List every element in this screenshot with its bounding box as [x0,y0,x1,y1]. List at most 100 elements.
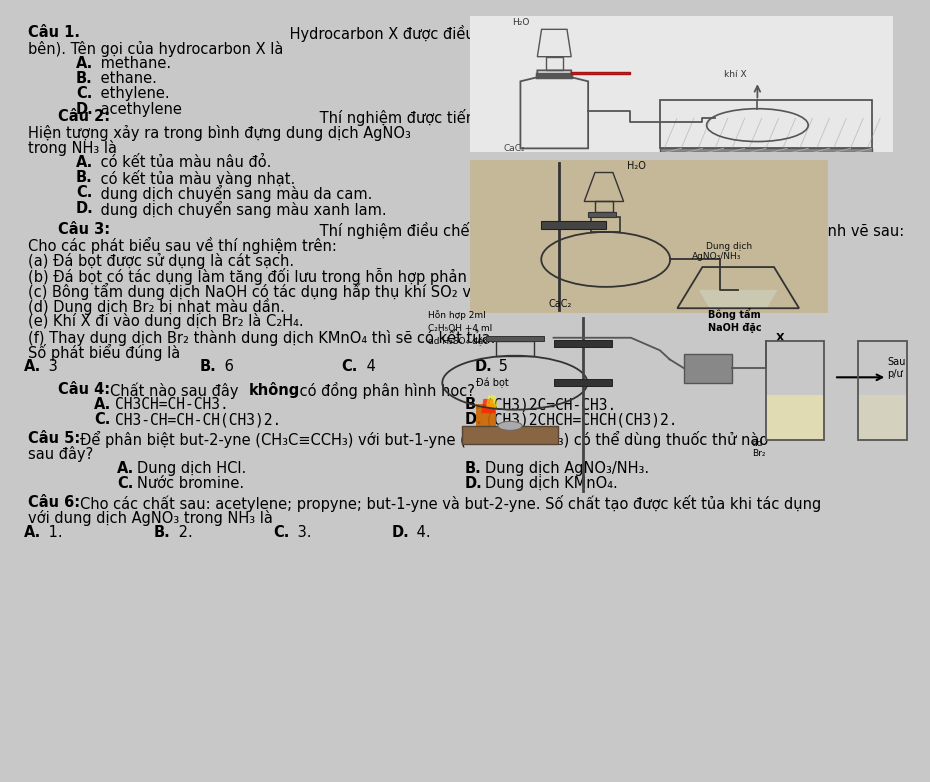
Text: CH3CH=CH-CH3.: CH3CH=CH-CH3. [114,397,228,412]
Text: A.: A. [76,56,93,71]
Text: dd H₂SO₄ đặc: dd H₂SO₄ đặc [428,336,488,345]
Text: D.: D. [465,476,483,491]
Text: B.: B. [200,359,217,374]
Text: có kết tủa màu nâu đỏ.: có kết tủa màu nâu đỏ. [96,155,272,170]
Text: Để phân biệt but-2-yne (CH₃C≡CCH₃) với but-1-yne (CH≡CCH₂CH₃) có thể dùng thuốc : Để phân biệt but-2-yne (CH₃C≡CCH₃) với b… [80,431,768,448]
Text: Hiện tượng xảy ra trong bình đựng dung dịch AgNO₃: Hiện tượng xảy ra trong bình đựng dung d… [28,124,410,141]
Text: CaC₂: CaC₂ [549,299,572,309]
Text: dung dịch chuyển sang màu da cam.: dung dịch chuyển sang màu da cam. [96,185,373,203]
Text: B.: B. [153,526,170,540]
Text: Hỗn hợp 2ml: Hỗn hợp 2ml [428,310,485,320]
Text: B.: B. [465,461,482,476]
Text: B.: B. [465,397,482,412]
Text: bên). Tên gọi của hydrocarbon X là: bên). Tên gọi của hydrocarbon X là [28,41,283,57]
Text: không: không [249,382,300,398]
Text: ethylene.: ethylene. [96,87,170,102]
Text: acethylene: acethylene [96,102,182,117]
Text: D.: D. [392,526,409,540]
Text: Cho các chất sau: acetylene; propyne; but-1-yne và but-2-yne. Số chất tạo được k: Cho các chất sau: acetylene; propyne; bu… [80,495,821,511]
Bar [660,149,871,152]
Text: Câu 3:: Câu 3: [58,222,110,237]
Text: C.: C. [117,476,134,491]
Text: A.: A. [94,397,112,412]
Text: p/ư: p/ư [887,369,903,379]
Bar [660,100,871,149]
Polygon shape [588,212,617,217]
Text: trong NH₃ là: trong NH₃ là [28,140,116,156]
Text: 5: 5 [494,359,508,374]
Bar [553,339,612,346]
Bar [541,221,605,229]
Text: Câu 1.: Câu 1. [28,26,80,41]
Polygon shape [481,399,496,413]
Polygon shape [485,395,498,408]
Text: AgNO₃/NH₃: AgNO₃/NH₃ [692,253,741,261]
Text: có kết tủa màu vàng nhạt.: có kết tủa màu vàng nhạt. [96,170,296,187]
Text: A.: A. [24,526,41,540]
Text: Câu 2:: Câu 2: [58,109,110,124]
Text: (CH3)2C=CH-CH3.: (CH3)2C=CH-CH3. [485,397,617,412]
Text: Dung dịch KMnO₄.: Dung dịch KMnO₄. [485,476,618,491]
Text: A.: A. [117,461,135,476]
Text: B.: B. [76,170,93,185]
Bar [684,354,733,382]
Text: 3: 3 [44,359,58,374]
Text: Dung dịch HCl.: Dung dịch HCl. [138,461,246,476]
Text: Hydrocarbon X được điều chế theo sơ đồ (hình: Hydrocarbon X được điều chế theo sơ đồ (… [285,26,630,42]
Text: Cho các phát biểu sau về thí nghiệm trên:: Cho các phát biểu sau về thí nghiệm trên… [28,237,337,254]
Text: CH3-CH=CH-CH(CH3)2.: CH3-CH=CH-CH(CH3)2. [114,412,281,428]
Bar [553,379,612,386]
Text: (c) Bông tẩm dung dịch NaOH có tác dụng hấp thụ khí SO₂ và CO₂.: (c) Bông tẩm dung dịch NaOH có tác dụng … [28,283,517,300]
Text: H₂O: H₂O [512,18,529,27]
Text: C₂H₅OH +4 ml: C₂H₅OH +4 ml [428,324,492,332]
Text: D.: D. [76,102,94,117]
Text: sau đây?: sau đây? [28,446,93,462]
Polygon shape [571,72,631,74]
Text: Bông tẩm: Bông tẩm [709,308,761,320]
Text: D.: D. [76,201,94,216]
Text: H₂O: H₂O [627,161,646,171]
Text: Sau: Sau [887,357,906,367]
Text: C.: C. [341,359,358,374]
Text: (b) Đá bọt có tác dụng làm tăng đối lưu trong hỗn hợp phản ứng.: (b) Đá bọt có tác dụng làm tăng đối lưu … [28,267,504,285]
Text: 4.: 4. [412,526,431,540]
Text: 2.: 2. [174,526,193,540]
Bar [766,396,824,440]
Text: dd: dd [751,439,764,447]
Text: 3.: 3. [293,526,312,540]
Text: C.: C. [76,87,92,102]
Text: (e) Khí X đi vào dung dịch Br₂ là C₂H₄.: (e) Khí X đi vào dung dịch Br₂ là C₂H₄. [28,314,303,329]
Bar [461,426,558,444]
Text: methane.: methane. [96,56,171,71]
Text: Dung dịch AgNO₃/NH₃.: Dung dịch AgNO₃/NH₃. [485,461,649,476]
Bar [485,336,544,341]
Text: C.: C. [272,526,289,540]
Text: ethane.: ethane. [96,71,157,86]
Text: NaOH đặc: NaOH đặc [709,322,762,332]
Text: dung dịch chuyển sang màu xanh lam.: dung dịch chuyển sang màu xanh lam. [96,201,387,217]
Text: Câu 4:: Câu 4: [58,382,110,397]
Text: A.: A. [76,155,93,170]
Text: với dung dịch AgNO₃ trong NH₃ là: với dung dịch AgNO₃ trong NH₃ là [28,510,272,526]
Text: Nước bromine.: Nước bromine. [138,476,245,491]
Bar [858,396,907,440]
Text: Br₂: Br₂ [751,450,765,458]
Text: 6: 6 [219,359,233,374]
Text: X: X [776,333,785,343]
Text: CaC₂: CaC₂ [503,144,525,153]
Text: Thí nghiệm được tiến hành như hình vẽ bên.: Thí nghiệm được tiến hành như hình vẽ bê… [315,109,645,126]
Text: A.: A. [24,359,41,374]
Polygon shape [698,290,777,308]
Polygon shape [476,404,496,426]
Text: 1.: 1. [44,526,62,540]
Text: (a) Đá bọt được sử dụng là cát sạch.: (a) Đá bọt được sử dụng là cát sạch. [28,253,294,268]
Text: có đồng phân hình học?: có đồng phân hình học? [295,382,474,399]
Text: B.: B. [76,71,93,86]
Text: khí X: khí X [724,70,746,79]
Text: Thí nghiệm điều chế và thử tính chất của khí X được thực hiện như hình vẽ sau:: Thí nghiệm điều chế và thử tính chất của… [315,222,904,239]
Text: C.: C. [76,185,92,200]
Text: 4: 4 [362,359,376,374]
Text: D.: D. [474,359,492,374]
Text: C.: C. [94,412,111,428]
Text: Chất nào sau đây: Chất nào sau đây [110,382,243,399]
